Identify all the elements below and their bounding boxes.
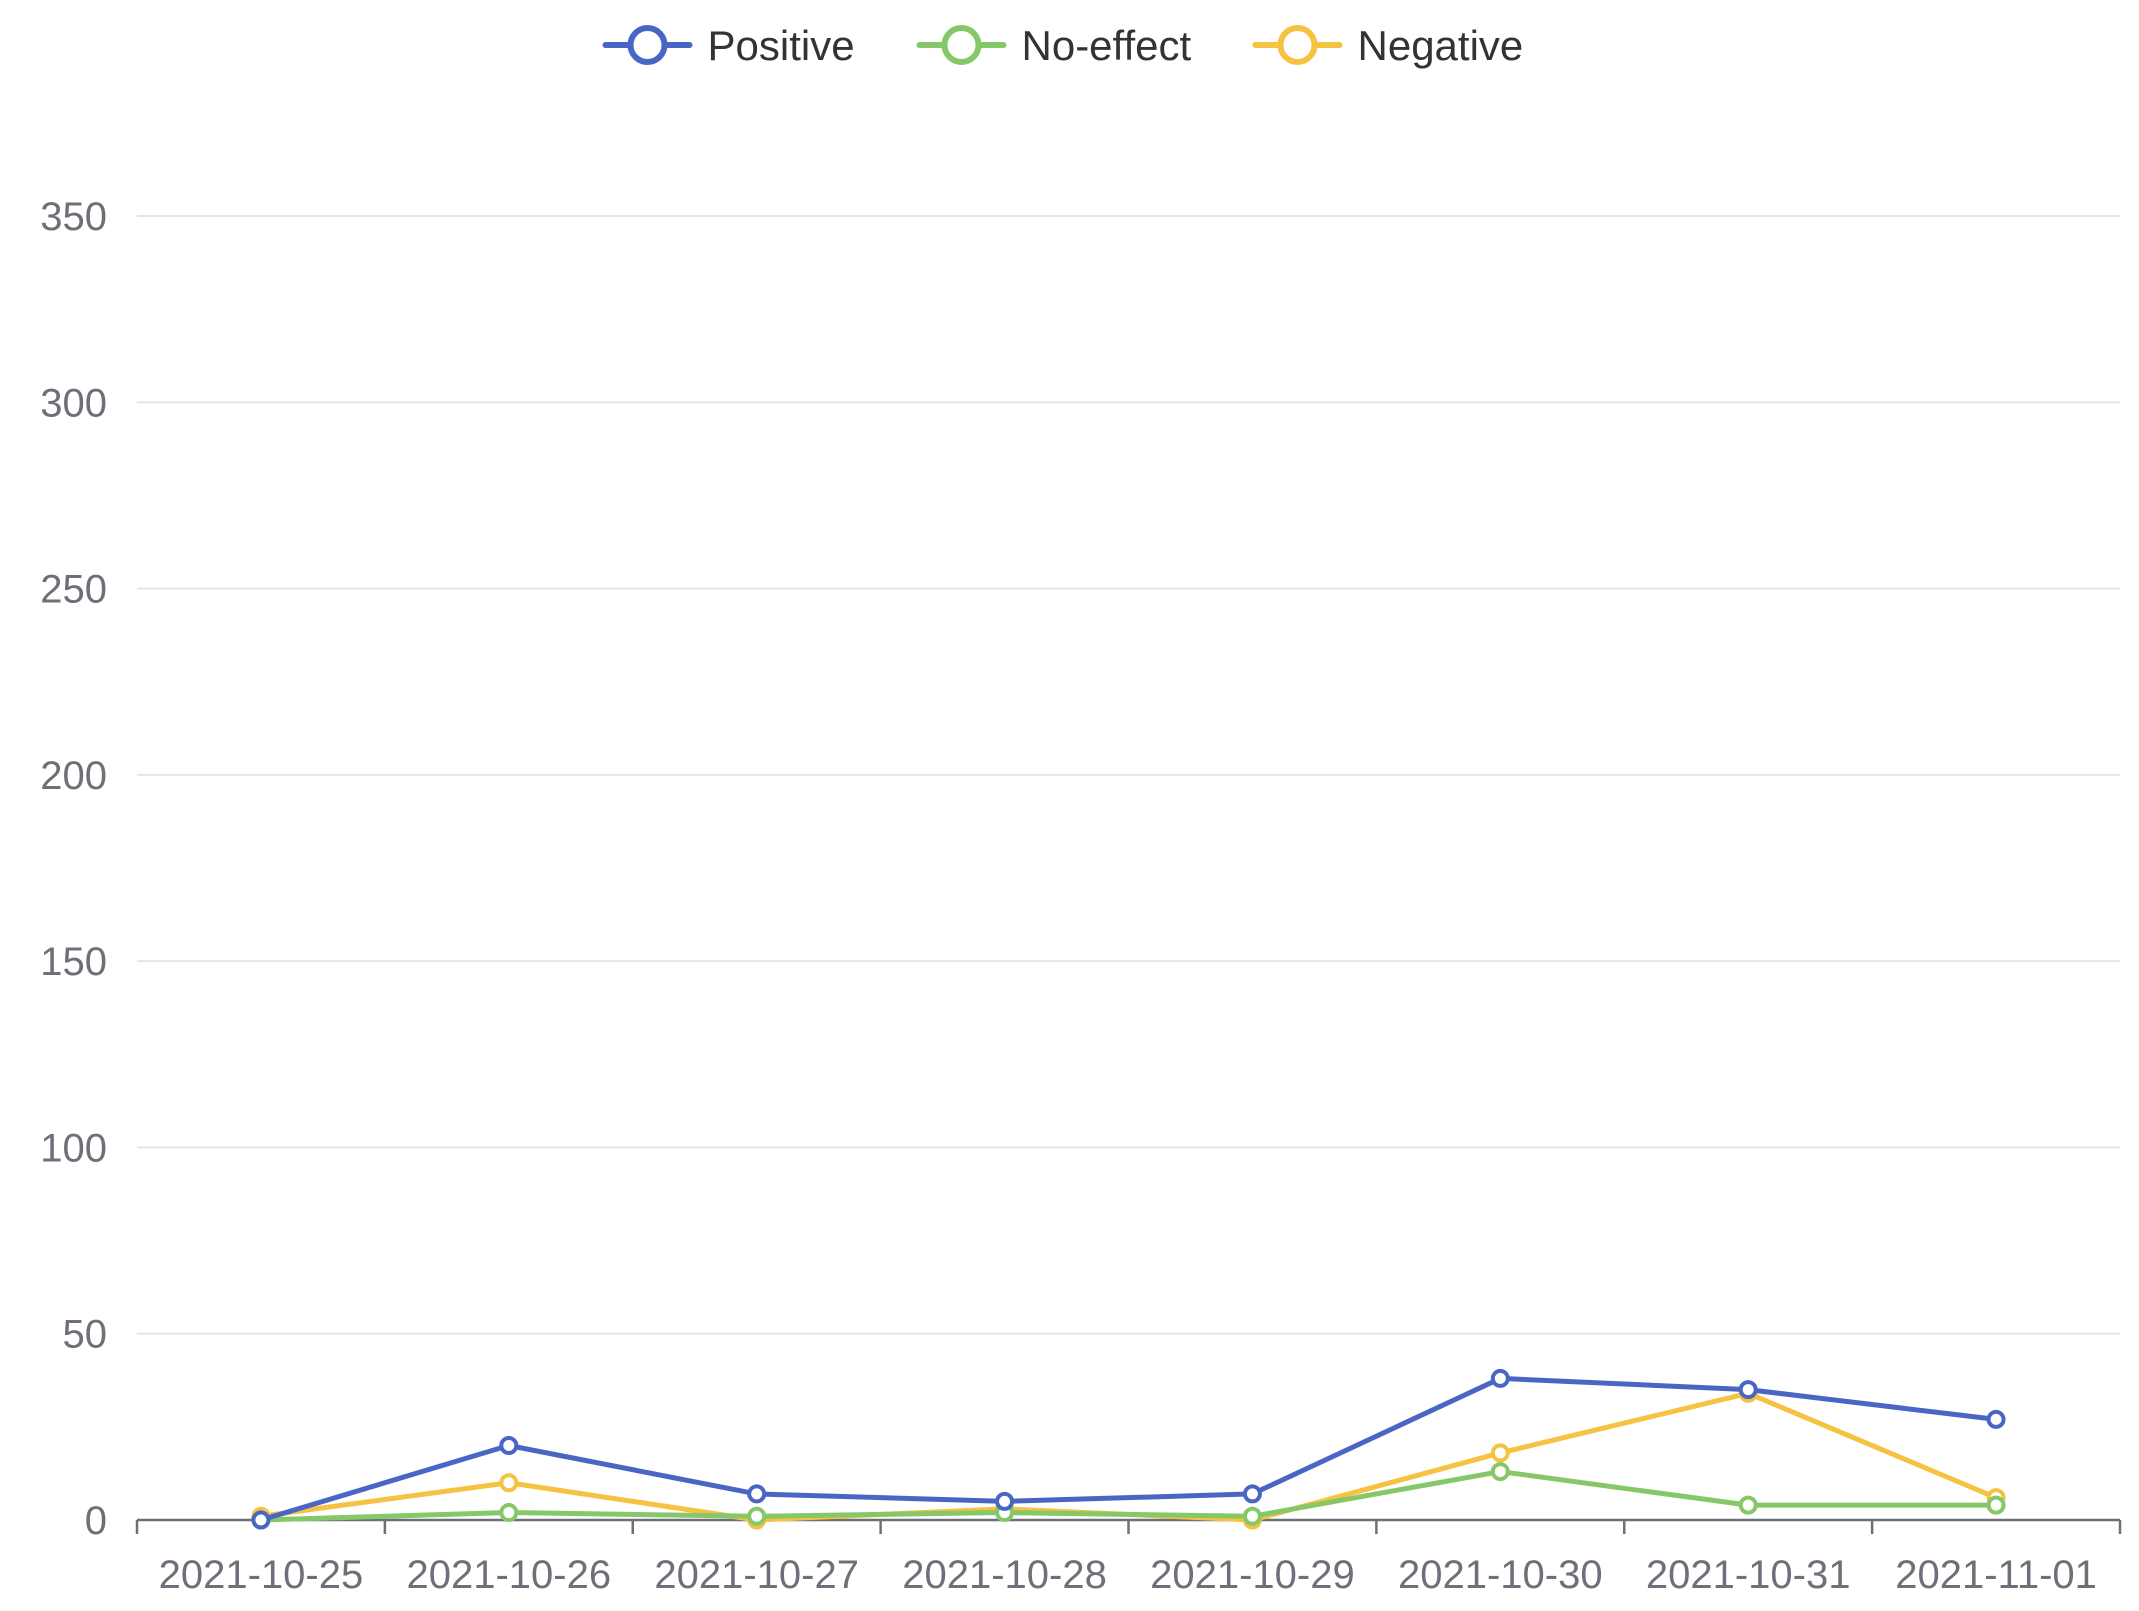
series-line (258, 1375, 1999, 1523)
data-point (1490, 1368, 1510, 1388)
y-tick-label: 200 (40, 754, 107, 798)
data-point (1242, 1506, 1262, 1526)
data-point (1986, 1495, 2006, 1515)
legend-marker-icon (1277, 25, 1318, 65)
y-tick-label: 300 (40, 381, 107, 425)
data-point (1738, 1495, 1758, 1515)
series-line (258, 1469, 1999, 1523)
legend-item-no-effect[interactable]: No-effect (916, 22, 1192, 69)
x-tick-label: 2021-10-28 (902, 1553, 1107, 1597)
legend-label: No-effect (1022, 22, 1192, 69)
legend-item-positive[interactable]: Positive (602, 22, 855, 69)
data-point (995, 1491, 1015, 1511)
x-tick-label: 2021-11-01 (1895, 1553, 2097, 1597)
data-point (1242, 1484, 1262, 1504)
x-tick-label: 2021-10-25 (159, 1553, 364, 1597)
x-tick-label: 2021-10-26 (407, 1553, 612, 1597)
x-axis (135, 1518, 2122, 1534)
data-point (1490, 1462, 1510, 1482)
y-tick-label: 0 (85, 1499, 107, 1543)
data-point (747, 1484, 767, 1504)
y-tick-label: 50 (63, 1313, 108, 1357)
y-tick-label: 350 (40, 195, 107, 239)
x-tick-label: 2021-10-31 (1646, 1553, 1851, 1597)
x-tick-label: 2021-10-30 (1398, 1553, 1603, 1597)
y-tick-label: 250 (40, 568, 107, 612)
x-axis-tick-labels: 2021-10-25 2021-10-26 2021-10-27 2021-10-28… (159, 1553, 2097, 1597)
data-point (1490, 1443, 1510, 1463)
data-point (499, 1473, 519, 1493)
data-point (499, 1503, 519, 1523)
data-point (1986, 1409, 2006, 1429)
x-tick-label: 2021-10-27 (654, 1553, 859, 1597)
y-tick-label: 150 (40, 940, 107, 984)
data-point (747, 1506, 767, 1526)
data-point (499, 1435, 519, 1455)
series-lines (251, 1368, 2006, 1530)
legend-label: Negative (1358, 22, 1524, 69)
data-point (1738, 1380, 1758, 1400)
x-tick-label: 2021-10-29 (1150, 1553, 1355, 1597)
gridlines (137, 215, 2120, 1335)
y-axis-tick-labels: 0 50 100 150 200 250 300 350 (40, 195, 107, 1543)
data-point (251, 1510, 271, 1530)
legend-marker-icon (941, 25, 982, 65)
legend[interactable]: Positive No-effect Negative (602, 22, 1524, 69)
legend-marker-icon (627, 25, 668, 65)
y-tick-label: 100 (40, 1126, 107, 1170)
legend-item-negative[interactable]: Negative (1252, 22, 1524, 69)
legend-label: Positive (708, 22, 855, 69)
series-positive (251, 1368, 2006, 1530)
